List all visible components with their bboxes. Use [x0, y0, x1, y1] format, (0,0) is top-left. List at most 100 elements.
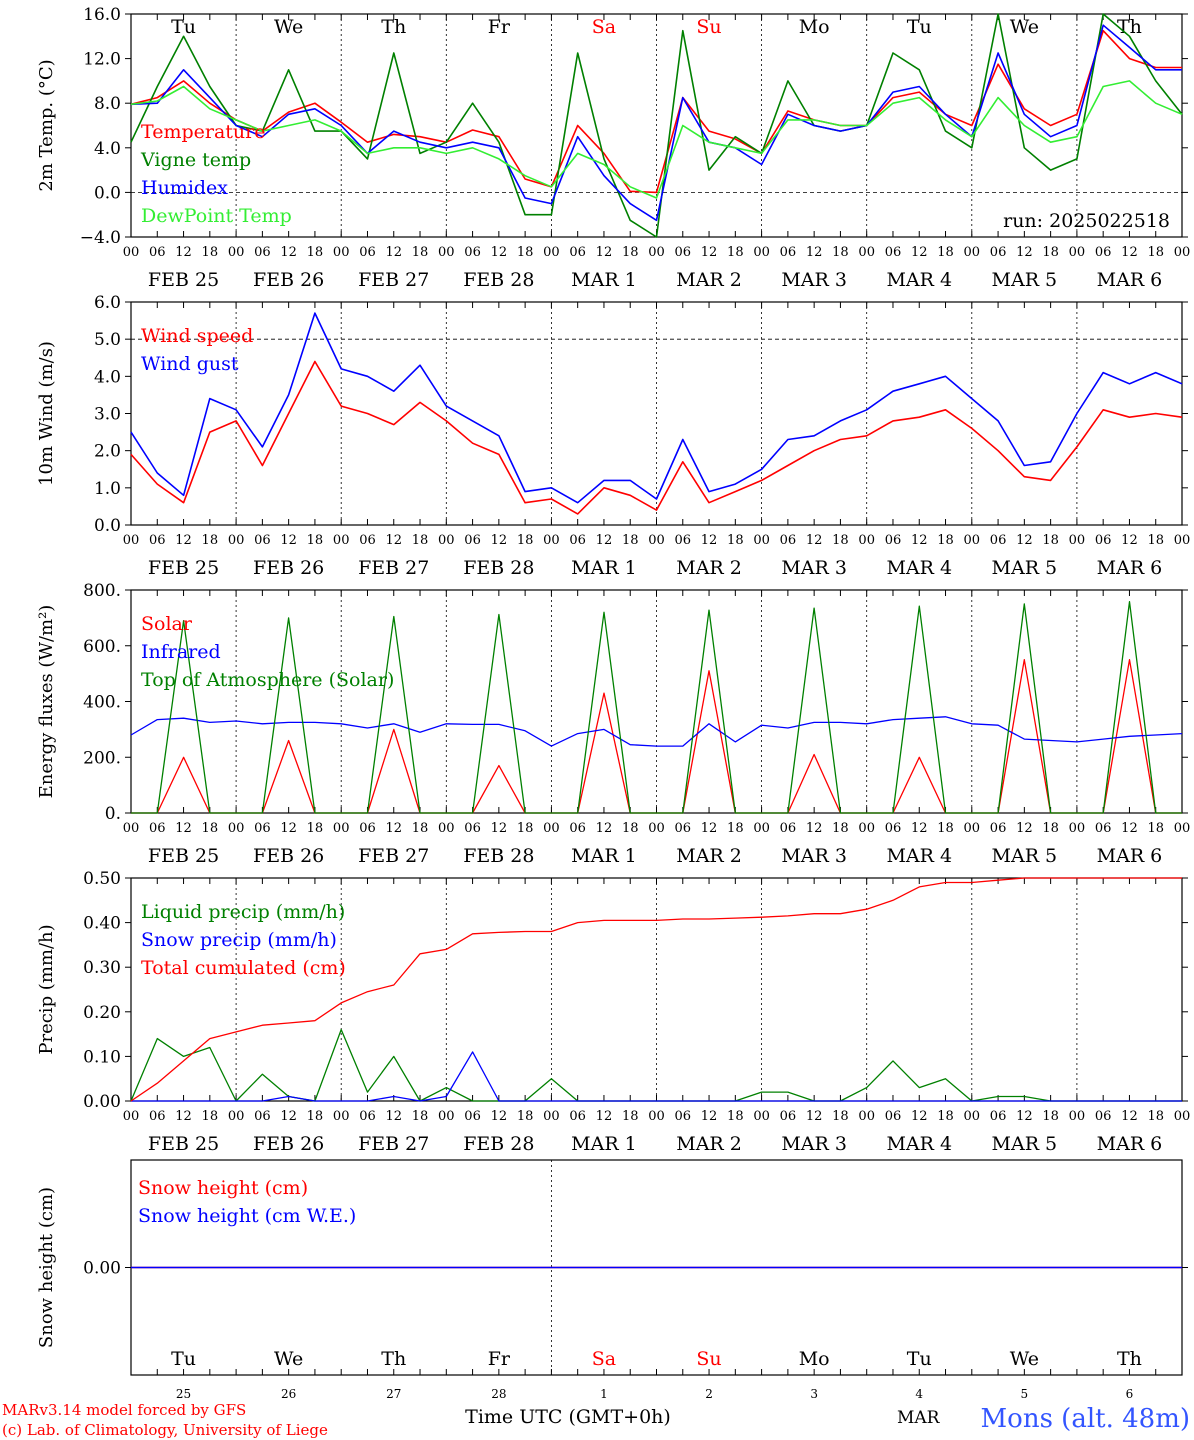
- day-label: MAR 2: [676, 1133, 742, 1155]
- day-label: FEB 27: [358, 1133, 429, 1155]
- legend-entry: Wind gust: [141, 353, 239, 375]
- hour-label: 06: [359, 245, 376, 260]
- hour-label: 18: [622, 821, 639, 836]
- hour-label: 12: [911, 1109, 928, 1124]
- hour-label: 18: [1147, 821, 1164, 836]
- hour-label: 12: [911, 533, 928, 548]
- y-axis-label: Snow height (cm): [36, 1187, 57, 1348]
- day-label: FEB 25: [148, 557, 219, 579]
- weekday-label: Su: [696, 16, 721, 38]
- weekday-label: Th: [381, 16, 406, 38]
- hour-label: 12: [701, 821, 718, 836]
- hour-label: 06: [149, 245, 166, 260]
- y-axis-label: 2m Temp. (°C): [36, 59, 57, 191]
- hour-label: 18: [1042, 245, 1059, 260]
- series-line-snow-precip-mm-h: [131, 1051, 1182, 1102]
- hour-label: 06: [359, 821, 376, 836]
- hour-label: 12: [596, 821, 613, 836]
- hour-label: 00: [123, 1109, 140, 1124]
- weekday-label: Mo: [799, 16, 830, 38]
- hour-label: 18: [937, 245, 954, 260]
- day-number: 4: [915, 1387, 923, 1401]
- day-label: MAR 1: [571, 269, 637, 291]
- day-label: MAR 2: [676, 269, 742, 291]
- weekday-label-bottom: Mo: [799, 1348, 830, 1370]
- hour-label: 00: [648, 245, 665, 260]
- hour-label: 00: [333, 245, 350, 260]
- weekday-label-bottom: Th: [381, 1348, 406, 1370]
- run-label: run: 2025022518: [1003, 210, 1170, 232]
- hour-label: 00: [1174, 821, 1191, 836]
- hour-label: 12: [280, 821, 297, 836]
- hour-label: 00: [1174, 245, 1191, 260]
- hour-label: 06: [464, 245, 481, 260]
- hour-label: 06: [675, 245, 692, 260]
- panel-2: 0.0 1.0 2.0 3.0 4.0 5.0 6.0 10m Wind (m/s) 00 06 1…: [36, 293, 1190, 579]
- weekday-label: Fr: [488, 16, 511, 38]
- hour-label: 06: [464, 533, 481, 548]
- day-label: FEB 27: [358, 269, 429, 291]
- day-label: MAR 5: [992, 1133, 1058, 1155]
- day-label: MAR 3: [781, 845, 847, 867]
- day-label: MAR 6: [1097, 1133, 1163, 1155]
- weekday-label-bottom: Th: [1117, 1348, 1142, 1370]
- y-tick-label: 0.50: [83, 869, 121, 889]
- hour-label: 06: [464, 1109, 481, 1124]
- y-tick-label: 600.: [83, 637, 121, 657]
- hour-label: 12: [385, 245, 402, 260]
- weekday-label-bottom: Tu: [907, 1348, 932, 1370]
- y-axis-label: Precip (mm/h): [36, 924, 57, 1054]
- hour-label: 18: [832, 1109, 849, 1124]
- hour-label: 06: [780, 245, 797, 260]
- y-tick-label: 2.0: [94, 442, 121, 462]
- day-label: FEB 28: [463, 1133, 534, 1155]
- series-line-wind-gust: [130, 312, 1183, 504]
- hour-label: 12: [806, 821, 823, 836]
- weekday-label-bottom: Fr: [488, 1348, 511, 1370]
- day-label: MAR 3: [781, 269, 847, 291]
- hour-label: 00: [753, 1109, 770, 1124]
- hour-label: 12: [1121, 1109, 1138, 1124]
- hour-label: 00: [858, 821, 875, 836]
- hour-label: 00: [1174, 1109, 1191, 1124]
- hour-label: 06: [990, 1109, 1007, 1124]
- hour-label: 06: [569, 245, 586, 260]
- y-tick-label: 0.0: [94, 183, 121, 203]
- hour-label: 18: [202, 1109, 219, 1124]
- hour-label: 06: [1095, 1109, 1112, 1124]
- day-label: FEB 28: [463, 845, 534, 867]
- legend-entry: Snow precip (mm/h): [141, 929, 337, 951]
- hour-label: 18: [622, 245, 639, 260]
- hour-label: 06: [359, 533, 376, 548]
- y-tick-label: 0.00: [83, 1092, 121, 1112]
- hour-label: 06: [359, 1109, 376, 1124]
- y-tick-label: 16.0: [83, 5, 121, 25]
- day-label: MAR 1: [571, 557, 637, 579]
- day-label: MAR 3: [781, 1133, 847, 1155]
- legend-entry: DewPoint Temp: [141, 205, 292, 227]
- hour-label: 18: [307, 1109, 324, 1124]
- hour-label: 00: [123, 245, 140, 260]
- panel-3: 0. 200. 400. 600. 800. Energy fluxes (W/m²) 00…: [36, 581, 1190, 867]
- day-number: 5: [1021, 1387, 1029, 1401]
- hour-label: 18: [937, 533, 954, 548]
- hour-label: 18: [1147, 1109, 1164, 1124]
- hour-label: 00: [228, 245, 245, 260]
- legend-entry: Infrared: [141, 641, 221, 663]
- hour-label: 06: [780, 533, 797, 548]
- series-line-temperature: [130, 29, 1182, 194]
- y-axis-label: Energy fluxes (W/m²): [36, 605, 57, 799]
- hour-label: 18: [307, 533, 324, 548]
- y-tick-label: 12.0: [83, 50, 121, 70]
- hour-label: 06: [780, 821, 797, 836]
- legend-entry: Wind speed: [141, 325, 253, 347]
- hour-label: 06: [885, 533, 902, 548]
- series-line-total-cumulated-cm: [130, 877, 1182, 1102]
- series-line-dewpoint-temp: [130, 80, 1183, 199]
- hour-label: 18: [727, 821, 744, 836]
- legend-entry: Snow height (cm): [138, 1177, 308, 1199]
- y-tick-label: 3.0: [94, 405, 121, 425]
- hour-label: 00: [123, 533, 140, 548]
- y-tick-label: 0.10: [83, 1047, 121, 1067]
- legend-entry: Snow height (cm W.E.): [138, 1205, 356, 1227]
